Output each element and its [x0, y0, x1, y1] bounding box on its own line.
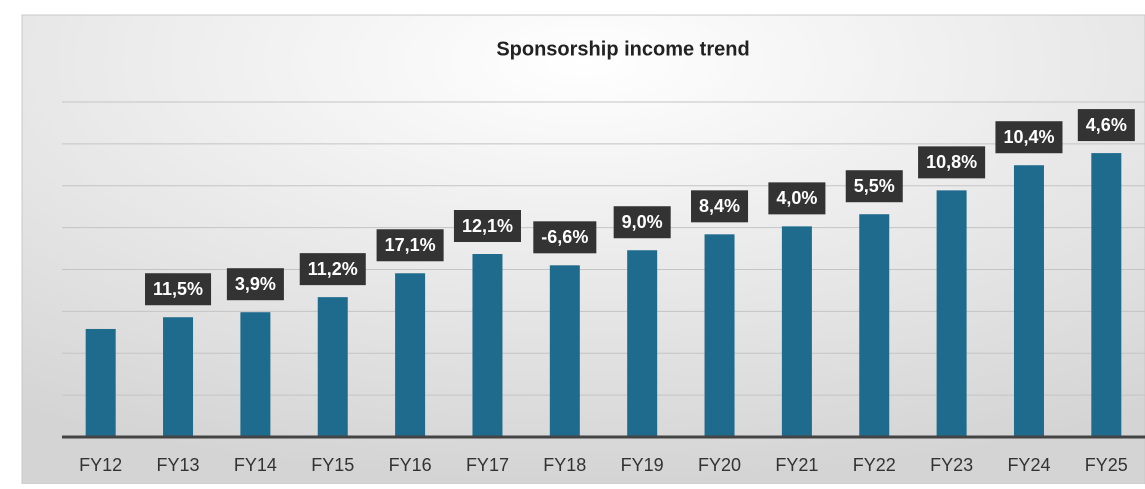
bar: [781, 226, 812, 437]
bar: [395, 273, 426, 437]
bar: [1013, 165, 1044, 437]
growth-label: 4,0%: [776, 188, 817, 208]
bar: [472, 254, 503, 437]
x-tick-label: FY25: [1085, 455, 1128, 475]
x-tick-label: FY14: [234, 455, 277, 475]
x-tick-label: FY21: [775, 455, 818, 475]
x-tick-label: FY19: [621, 455, 664, 475]
growth-label-box: [453, 210, 521, 243]
growth-label: 4,6%: [1086, 115, 1127, 135]
growth-label-box: [845, 170, 903, 203]
growth-label: 8,4%: [699, 196, 740, 216]
growth-label: 3,9%: [235, 274, 276, 294]
x-tick-label: FY13: [157, 455, 200, 475]
growth-label: -6,6%: [541, 227, 588, 247]
bar: [859, 214, 890, 437]
bar: [240, 312, 271, 437]
bar: [85, 328, 116, 437]
x-tick-label: FY12: [79, 455, 122, 475]
growth-label: 17,1%: [385, 235, 436, 255]
growth-label-box: [691, 190, 749, 223]
growth-label: 11,5%: [153, 279, 203, 299]
growth-label-box: [533, 221, 597, 254]
growth-label-box: [613, 206, 671, 239]
growth-label: 10,4%: [1003, 127, 1054, 147]
x-tick-label: FY18: [543, 455, 586, 475]
x-tick-label: FY23: [930, 455, 973, 475]
growth-label-box: [768, 182, 826, 215]
x-tick-label: FY22: [853, 455, 896, 475]
bar: [1091, 153, 1122, 437]
bar: [627, 250, 658, 437]
chart-title: Sponsorship income trend: [496, 38, 749, 60]
growth-label: 10,8%: [926, 152, 977, 172]
growth-label-box: [226, 268, 284, 301]
bar: [704, 234, 735, 437]
x-tick-label: FY15: [311, 455, 354, 475]
growth-label-box: [995, 121, 1063, 154]
growth-label: 5,5%: [854, 176, 895, 196]
bar: [317, 297, 348, 437]
growth-label: 9,0%: [622, 212, 663, 232]
growth-label: 12,1%: [462, 216, 513, 236]
growth-label-box: [376, 229, 444, 262]
growth-label-box: [1077, 109, 1135, 142]
growth-label-box: [299, 253, 366, 286]
growth-label-box: [918, 146, 986, 179]
growth-label-box: [145, 273, 212, 306]
bar: [163, 317, 194, 437]
x-tick-label: FY24: [1007, 455, 1050, 475]
x-tick-label: FY17: [466, 455, 509, 475]
x-tick-label: FY16: [389, 455, 432, 475]
growth-label: 11,2%: [308, 259, 358, 279]
x-tick-label: FY20: [698, 455, 741, 475]
bar: [936, 190, 967, 437]
bar: [549, 265, 580, 437]
